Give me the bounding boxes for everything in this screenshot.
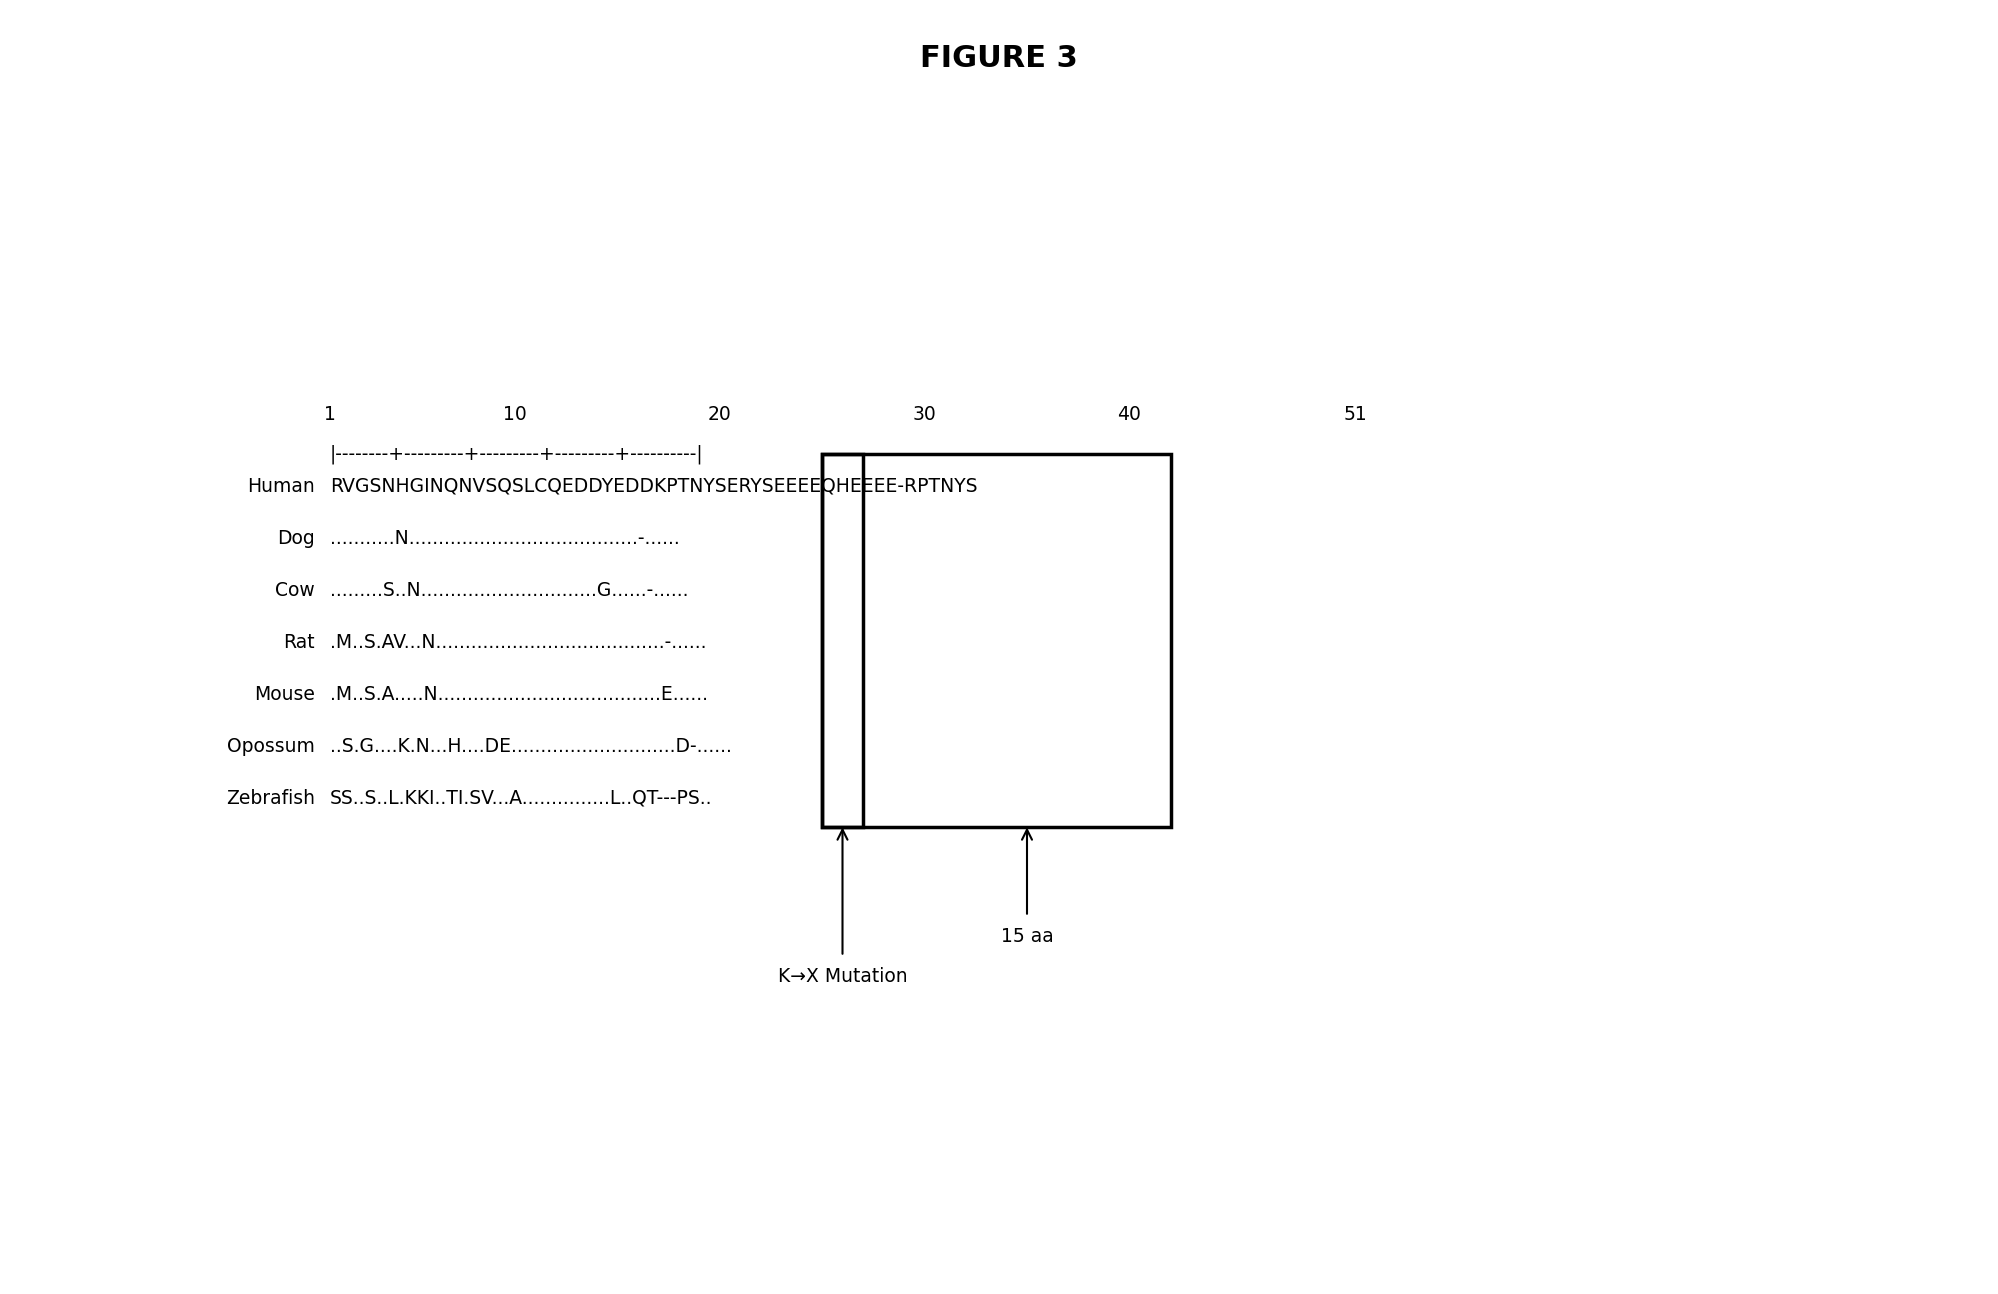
Text: .M..S.AV...N.......................................-......: .M..S.AV...N............................… xyxy=(330,633,707,651)
Text: ...........N.......................................-......: ...........N............................… xyxy=(330,528,679,547)
Text: RVGSNHGINQNVSQSLCQEDDYEDDKPTNYSERYSEEEEQHEEEE-RPTNYS: RVGSNHGINQNVSQSLCQEDDYEDDKPTNYSERYSEEEEQ… xyxy=(330,476,977,496)
Text: 40: 40 xyxy=(1117,405,1141,424)
Text: SS..S..L.KKI..TI.SV...A...............L..QT---PS..: SS..S..L.KKI..TI.SV...A...............L.… xyxy=(330,788,713,807)
Text: Human: Human xyxy=(248,476,316,496)
Text: .M..S.A.....N......................................E......: .M..S.A.....N...........................… xyxy=(330,685,707,704)
Text: 30: 30 xyxy=(913,405,937,424)
Text: Opossum: Opossum xyxy=(228,736,316,756)
Text: K→X Mutation: K→X Mutation xyxy=(777,967,907,986)
Text: Zebrafish: Zebrafish xyxy=(226,788,316,807)
Text: 20: 20 xyxy=(707,405,731,424)
Text: .........S..N..............................G......-......: .........S..N...........................… xyxy=(330,581,689,599)
Text: |--------+---------+---------+---------+----------|: |--------+---------+---------+---------+… xyxy=(330,444,703,463)
Text: Mouse: Mouse xyxy=(254,685,316,704)
Text: Cow: Cow xyxy=(276,581,316,599)
Text: 51: 51 xyxy=(1343,405,1367,424)
Bar xyxy=(821,454,863,827)
Text: ..S.G....K.N...H....DE............................D-......: ..S.G....K.N...H....DE..................… xyxy=(330,736,731,756)
Text: 1: 1 xyxy=(324,405,336,424)
Text: Rat: Rat xyxy=(284,633,316,651)
Text: 15 aa: 15 aa xyxy=(1001,927,1053,946)
Text: FIGURE 3: FIGURE 3 xyxy=(921,44,1077,72)
Bar xyxy=(821,454,1171,827)
Text: Dog: Dog xyxy=(278,528,316,547)
Text: 10: 10 xyxy=(503,405,525,424)
